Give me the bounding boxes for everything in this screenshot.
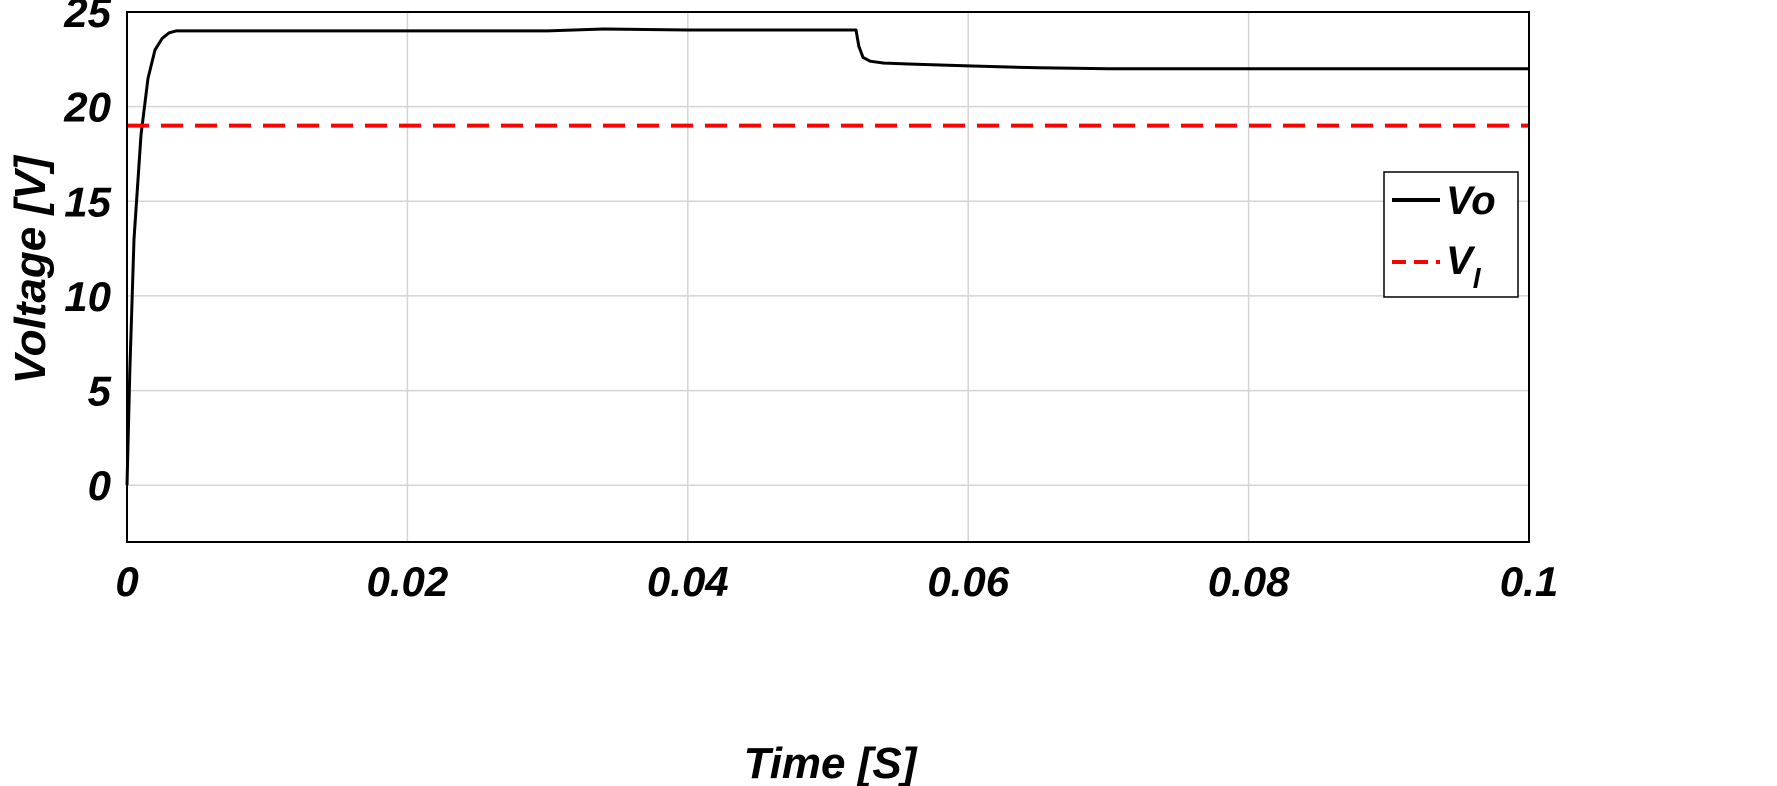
x-tick-label: 0.02: [367, 558, 449, 605]
tick-labels: 0 0.02 0.04 0.06 0.08 0.1 0 5 10 15 20 25: [63, 0, 1558, 605]
x-tick-label: 0.06: [927, 558, 1009, 605]
legend-vl-label: Vl: [1446, 239, 1482, 294]
y-axis-label: Voltage [V]: [6, 155, 55, 385]
x-tick-label: 0.08: [1208, 558, 1290, 605]
legend-vl-subscript: l: [1473, 263, 1482, 294]
series-lines: [125, 27, 1529, 486]
y-tick-label: 5: [88, 368, 112, 415]
y-tick-label: 10: [64, 273, 111, 320]
x-axis-label: Time [S]: [744, 739, 918, 786]
y-tick-label: 25: [63, 0, 111, 36]
legend-vl-main: V: [1446, 239, 1476, 283]
legend-vo-label: Vo: [1446, 179, 1496, 223]
legend-box: [1383, 171, 1519, 298]
y-tick-label: 15: [64, 178, 111, 225]
grid-lines: [126, 11, 1530, 542]
y-tick-label: 0: [88, 462, 111, 509]
x-tick-label: 0: [115, 558, 138, 605]
x-tick-label: 0.04: [647, 558, 729, 605]
y-tick-label: 20: [63, 84, 111, 131]
plot-frame: [126, 11, 1530, 543]
x-tick-label: 0.1: [1500, 558, 1558, 605]
series-vo-line: [125, 27, 1529, 486]
legend: Vo Vl: [1383, 171, 1519, 298]
